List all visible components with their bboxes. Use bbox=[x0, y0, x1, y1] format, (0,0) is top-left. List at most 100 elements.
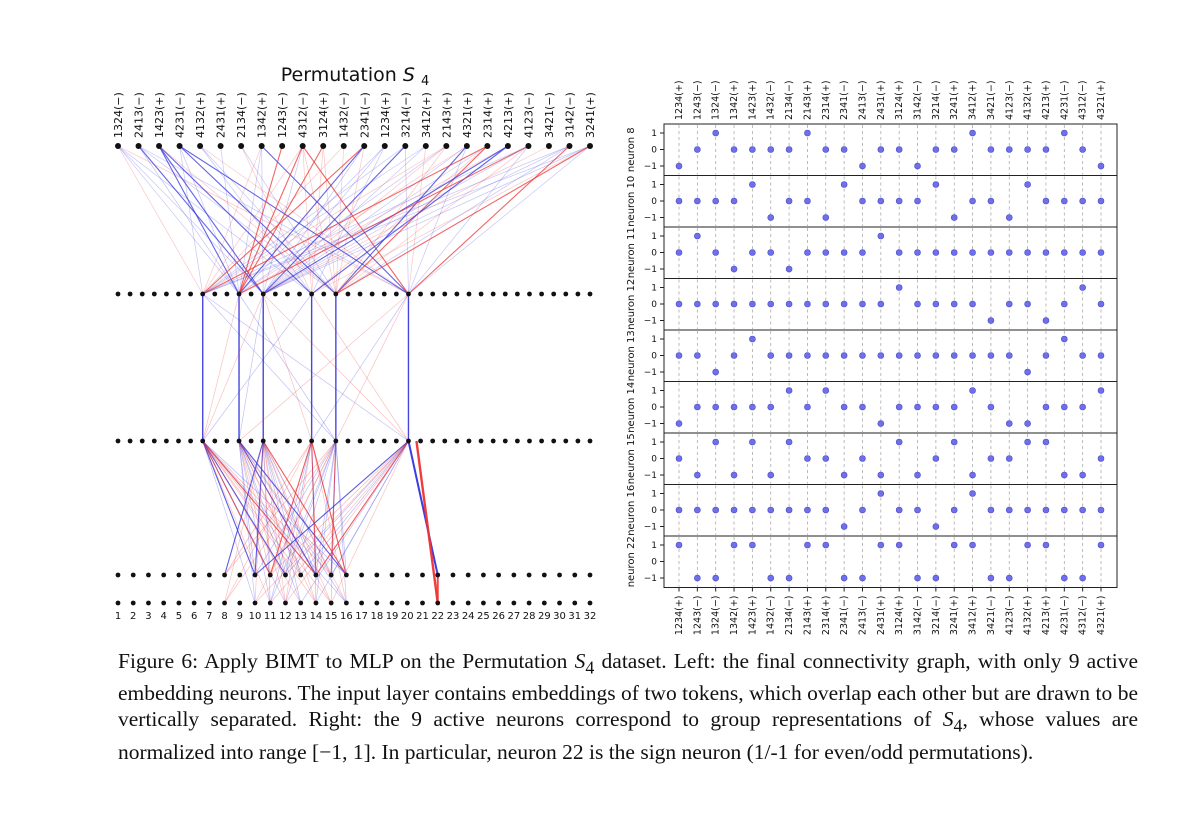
connection-edge bbox=[202, 145, 447, 295]
network-node bbox=[422, 143, 429, 149]
network-node bbox=[283, 600, 288, 606]
network-node bbox=[539, 438, 544, 444]
data-point bbox=[694, 471, 701, 479]
data-point bbox=[895, 197, 903, 205]
connection-edge bbox=[238, 145, 529, 295]
y-tick-label: −1 bbox=[644, 214, 657, 224]
data-point bbox=[987, 574, 995, 582]
network-node bbox=[267, 600, 273, 606]
input-label: 4321(+) bbox=[461, 92, 474, 138]
y-tick-label: −1 bbox=[644, 471, 657, 481]
data-point bbox=[1061, 335, 1068, 343]
network-node bbox=[188, 438, 194, 444]
network-node bbox=[139, 438, 145, 444]
data-point bbox=[1097, 506, 1105, 514]
connection-edge bbox=[269, 440, 337, 604]
connectivity-graph-panel: Permutation S 4 1324(−) 2413(−) 1423(+) 423… bbox=[112, 64, 597, 622]
data-point bbox=[840, 523, 848, 530]
data-point bbox=[694, 300, 701, 308]
top-perm-label: 3421(−) bbox=[986, 80, 997, 120]
input-label: 3421(−) bbox=[543, 92, 556, 138]
bottom-perm-label: 4213(+) bbox=[1041, 596, 1052, 636]
bottom-perm-label: 1324(−) bbox=[711, 596, 722, 636]
data-point bbox=[730, 300, 738, 308]
y-tick-label: 0 bbox=[651, 197, 657, 207]
network-node bbox=[526, 572, 532, 578]
connection-edge bbox=[335, 440, 347, 576]
data-point bbox=[932, 146, 940, 153]
network-node bbox=[115, 143, 121, 149]
data-point bbox=[804, 197, 811, 205]
data-point bbox=[712, 438, 719, 446]
connection-edge bbox=[202, 440, 256, 604]
data-point bbox=[914, 403, 921, 411]
embedding-label: 17 bbox=[355, 611, 368, 622]
connection-edge bbox=[285, 440, 409, 604]
top-perm-label: 3412(+) bbox=[968, 80, 979, 120]
y-tick-label: 1 bbox=[651, 232, 657, 242]
data-point bbox=[895, 146, 903, 153]
bottom-perm-label: 3214(−) bbox=[931, 596, 942, 636]
data-point bbox=[785, 265, 793, 273]
data-point bbox=[950, 146, 958, 153]
network-node bbox=[252, 600, 258, 606]
y-tick-label: −1 bbox=[644, 523, 657, 533]
connection-edge bbox=[322, 145, 337, 295]
connection-edge bbox=[238, 145, 509, 295]
y-tick-label: −1 bbox=[644, 162, 657, 172]
network-node bbox=[369, 291, 375, 297]
network-node bbox=[463, 143, 470, 149]
data-point bbox=[1024, 300, 1031, 308]
neuron-subplot: neuron 16 1 0 −1 bbox=[626, 484, 1118, 537]
data-point bbox=[1079, 574, 1086, 582]
connection-edge bbox=[254, 440, 409, 576]
connection-edge bbox=[408, 145, 529, 295]
input-label: 4123(−) bbox=[522, 92, 535, 138]
network-node bbox=[587, 143, 593, 149]
data-point bbox=[675, 197, 683, 205]
network-node bbox=[361, 143, 368, 149]
connection-edge bbox=[285, 440, 409, 576]
y-tick-label: 1 bbox=[651, 490, 657, 500]
connection-edge bbox=[315, 440, 337, 604]
data-point bbox=[895, 352, 903, 359]
connection-edge bbox=[311, 145, 591, 295]
y-tick-label: 1 bbox=[651, 335, 657, 345]
network-node bbox=[258, 143, 265, 149]
network-node bbox=[237, 572, 243, 578]
network-node bbox=[309, 291, 315, 297]
network-node bbox=[285, 291, 290, 297]
network-node bbox=[212, 291, 218, 297]
network-node bbox=[156, 143, 163, 149]
neuron-subplot: neuron 14 1 0 −1 bbox=[626, 381, 1118, 434]
data-point bbox=[877, 300, 885, 308]
top-perm-label: 2134(−) bbox=[784, 80, 795, 120]
network-node bbox=[514, 438, 520, 444]
neuron-subplot: neuron 22 1 0 −1 bbox=[626, 535, 1118, 588]
connection-edge bbox=[202, 293, 240, 442]
connection-edge bbox=[202, 440, 271, 604]
network-node bbox=[496, 600, 502, 606]
network-node bbox=[161, 572, 167, 578]
data-point bbox=[1097, 197, 1105, 205]
connection-edge bbox=[408, 145, 468, 295]
network-node bbox=[222, 572, 227, 578]
connection-edge bbox=[263, 145, 570, 295]
data-point bbox=[1097, 455, 1105, 462]
data-point bbox=[840, 249, 848, 256]
network-node bbox=[130, 600, 136, 606]
network-node bbox=[248, 291, 254, 297]
data-point bbox=[932, 300, 940, 308]
data-point bbox=[767, 403, 775, 411]
data-point bbox=[969, 197, 976, 205]
neuron-axis-label: neuron 8 bbox=[626, 127, 637, 172]
input-label: 1342(+) bbox=[256, 92, 269, 138]
network-node bbox=[525, 143, 532, 149]
bottom-perm-label: 2431(+) bbox=[876, 596, 887, 636]
top-perm-label: 2341(−) bbox=[839, 80, 850, 120]
connection-edge bbox=[202, 293, 409, 442]
data-point bbox=[767, 300, 775, 308]
network-node bbox=[511, 572, 517, 578]
top-perm-label: 3214(−) bbox=[931, 80, 942, 120]
data-point bbox=[694, 403, 701, 411]
